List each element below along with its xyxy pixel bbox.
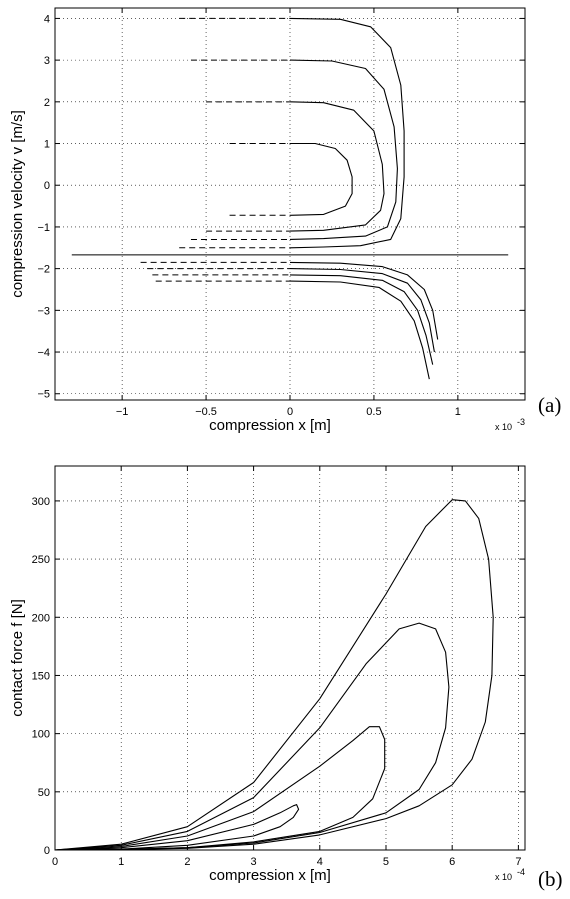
x-tick-label: 0 bbox=[287, 406, 293, 418]
series-curve-3 bbox=[54, 622, 450, 851]
series-curve-1 bbox=[289, 142, 353, 216]
series-curve-2 bbox=[289, 101, 385, 232]
series-curve-1 bbox=[54, 804, 300, 851]
x-tick-label: 2 bbox=[184, 856, 190, 868]
y-tick-label: 3 bbox=[44, 55, 50, 67]
series-curve-2 bbox=[54, 726, 386, 851]
y-tick-label: 200 bbox=[32, 612, 50, 624]
y-axis-title: contact force f [N] bbox=[9, 599, 26, 717]
x-tick-label: 3 bbox=[251, 856, 257, 868]
x-tick-label: 4 bbox=[317, 856, 323, 868]
x-axis-title: compression x [m] bbox=[209, 867, 331, 884]
y-tick-label: −4 bbox=[37, 347, 50, 359]
y-tick-label: 1 bbox=[44, 139, 50, 151]
chart-panel-1: −1 −0.5 0 0.5 1 −5 −4 −3 −2 −1 0 1 2 3 4 compression x … bbox=[9, 7, 561, 434]
chart-panel-2: 0 1 2 3 4 5 6 7 0 50 100 150 200 250 300 compression x … bbox=[9, 465, 563, 891]
y-tick-label: −5 bbox=[37, 389, 50, 401]
y-tick-label: 0 bbox=[44, 180, 50, 192]
x-tick-label: 1 bbox=[455, 406, 461, 418]
x-tick-label: 5 bbox=[383, 856, 389, 868]
y-axis-title: compression velocity v [m/s] bbox=[9, 110, 26, 298]
plot-frame bbox=[54, 465, 526, 851]
y-tick-label: 100 bbox=[32, 729, 50, 741]
y-tick-label: 150 bbox=[32, 670, 50, 682]
panel-label: (b) bbox=[538, 867, 563, 891]
series-curve-4 bbox=[289, 17, 405, 249]
x-tick-label: −1 bbox=[116, 406, 129, 418]
y-tick-label: 250 bbox=[32, 554, 50, 566]
y-tick-label: −3 bbox=[37, 305, 50, 317]
y-tick-label: 4 bbox=[44, 13, 50, 25]
panel-label: (a) bbox=[538, 393, 561, 417]
series-curve-6 bbox=[289, 268, 435, 353]
y-tick-label: 0 bbox=[44, 845, 50, 857]
x-multiplier-exponent: -4 bbox=[517, 867, 525, 877]
y-tick-label: 300 bbox=[32, 496, 50, 508]
x-multiplier-exponent: -3 bbox=[517, 417, 525, 427]
x-multiplier-base: x 10 bbox=[495, 872, 512, 882]
x-tick-label: 7 bbox=[515, 856, 521, 868]
series-curve-3 bbox=[289, 59, 398, 240]
series-curve-5 bbox=[289, 261, 439, 340]
series-curve-7 bbox=[289, 274, 434, 365]
x-tick-label: 1 bbox=[118, 856, 124, 868]
y-tick-label: −2 bbox=[37, 264, 50, 276]
x-axis-title: compression x [m] bbox=[209, 417, 331, 434]
x-multiplier-base: x 10 bbox=[495, 422, 512, 432]
x-tick-label: −0.5 bbox=[195, 406, 217, 418]
series-curve-4 bbox=[54, 499, 494, 851]
y-tick-label: −1 bbox=[37, 222, 50, 234]
y-tick-label: 2 bbox=[44, 97, 50, 109]
series-curve-8 bbox=[289, 280, 430, 380]
x-tick-label: 0 bbox=[52, 856, 58, 868]
x-tick-label: 0.5 bbox=[366, 406, 381, 418]
x-tick-label: 6 bbox=[449, 856, 455, 868]
y-tick-label: 50 bbox=[38, 787, 50, 799]
